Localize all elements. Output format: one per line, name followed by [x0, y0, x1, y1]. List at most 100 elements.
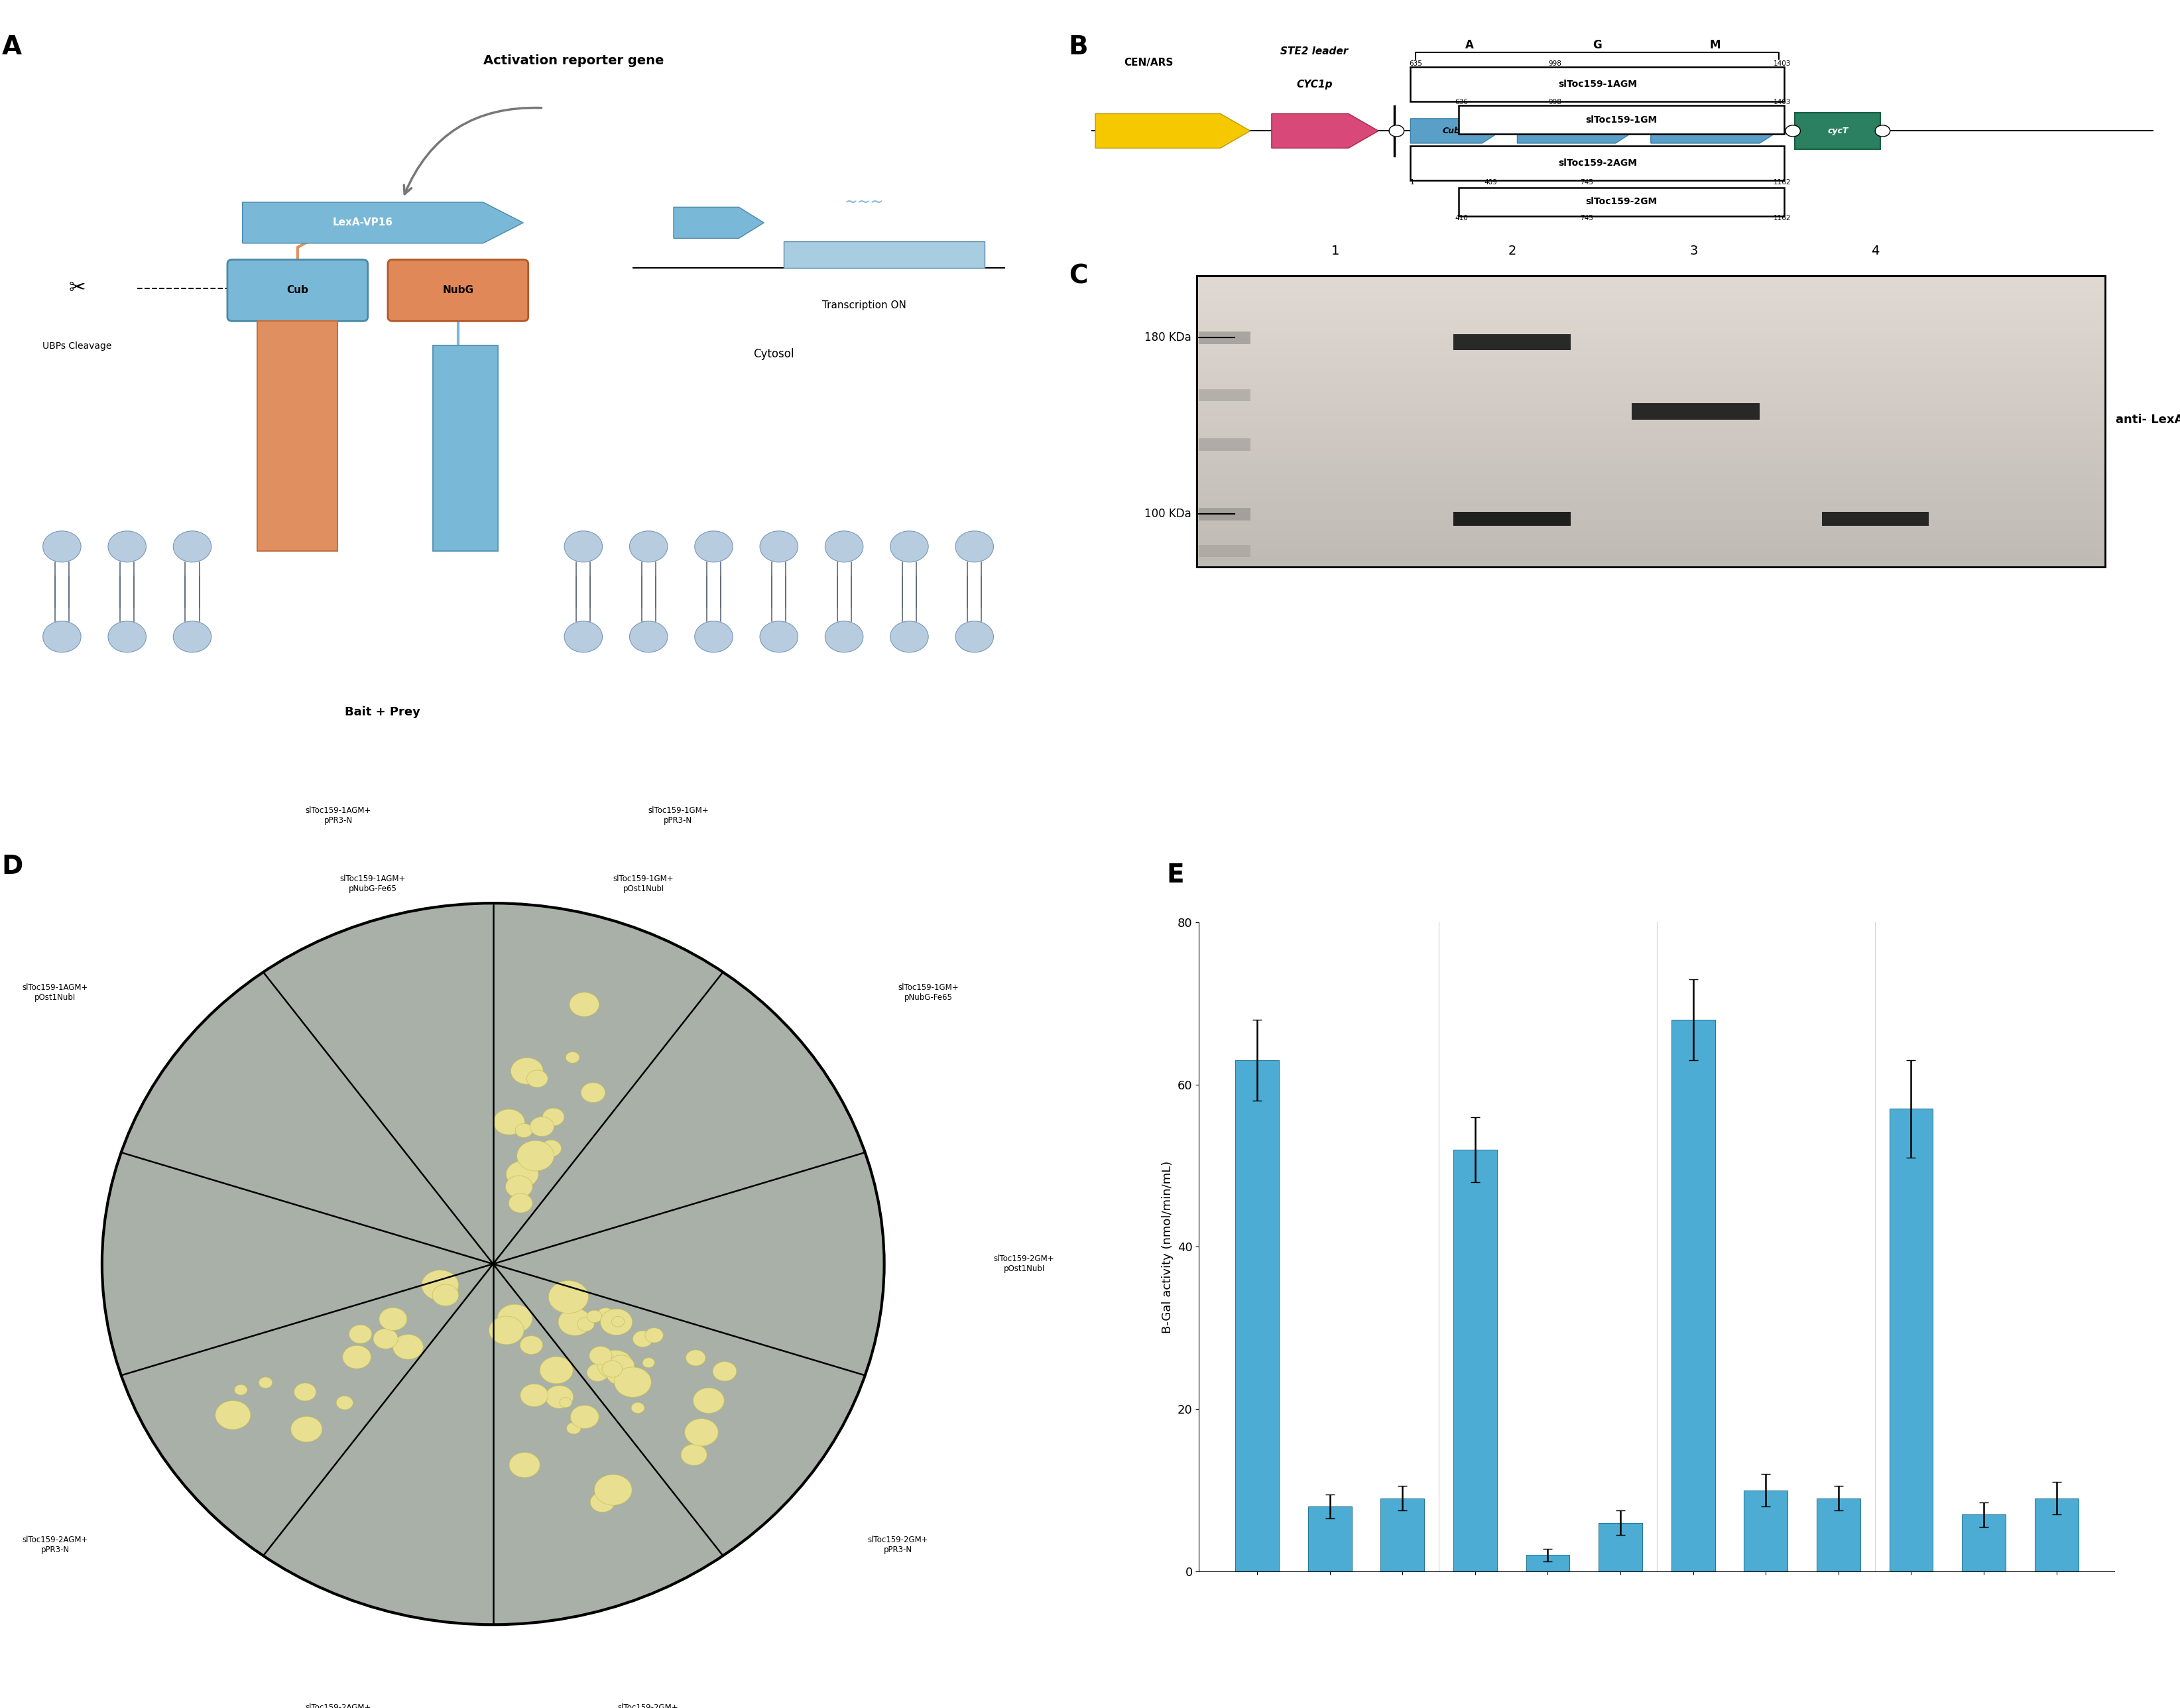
Circle shape	[632, 1331, 652, 1348]
Text: slToc159-2GM: slToc159-2GM	[1585, 196, 1657, 207]
Text: Cytosol: Cytosol	[754, 348, 794, 360]
Text: Cub: Cub	[288, 285, 307, 295]
Bar	[1197, 290, 2104, 294]
Bar	[1197, 306, 2104, 309]
Bar	[1197, 519, 2104, 523]
Circle shape	[517, 1141, 554, 1172]
Circle shape	[761, 622, 798, 652]
Bar	[1197, 528, 2104, 531]
FancyArrow shape	[1410, 118, 1502, 143]
Bar	[1197, 454, 2104, 458]
Bar	[1197, 516, 2104, 519]
Circle shape	[687, 1349, 706, 1366]
Bar	[1458, 106, 1783, 135]
Bar	[1197, 407, 2104, 410]
Bar	[1197, 277, 2104, 567]
Bar	[1197, 313, 2104, 316]
Bar	[1197, 531, 2104, 535]
Text: slToc159-2AGM+
pPR3-N: slToc159-2AGM+ pPR3-N	[22, 1535, 87, 1554]
Circle shape	[342, 1346, 371, 1368]
Bar	[1197, 487, 2104, 490]
Bar	[1197, 294, 2104, 297]
Text: slToc159-1AGM+
pOst1NubI: slToc159-1AGM+ pOst1NubI	[22, 984, 87, 1003]
Text: 410: 410	[1456, 215, 1469, 222]
Circle shape	[632, 1402, 645, 1413]
Bar	[1197, 400, 2104, 403]
Circle shape	[530, 1117, 554, 1136]
Circle shape	[695, 531, 732, 562]
Bar	[1197, 506, 2104, 509]
Bar	[1197, 360, 2104, 364]
Circle shape	[543, 1108, 565, 1126]
Circle shape	[565, 622, 602, 652]
Circle shape	[824, 622, 863, 652]
Bar	[1199, 545, 1249, 557]
Bar	[1197, 374, 2104, 377]
Bar	[1197, 552, 2104, 557]
Circle shape	[824, 531, 863, 562]
Bar	[1197, 348, 2104, 352]
Bar	[1197, 338, 2104, 342]
Text: E: E	[1166, 863, 1184, 888]
FancyArrow shape	[1517, 118, 1635, 143]
Circle shape	[613, 1317, 623, 1327]
Bar	[1197, 444, 2104, 447]
Text: ~~~~: ~~~~	[837, 236, 889, 251]
Circle shape	[580, 1083, 606, 1102]
Circle shape	[373, 1329, 399, 1349]
Circle shape	[528, 1071, 547, 1088]
Circle shape	[495, 1325, 510, 1339]
Text: 180 KDa: 180 KDa	[1144, 331, 1192, 343]
Circle shape	[643, 1358, 654, 1368]
Circle shape	[567, 1052, 580, 1062]
Circle shape	[44, 622, 81, 652]
Bar	[1197, 499, 2104, 502]
Bar	[1197, 535, 2104, 538]
Bar	[1197, 439, 2104, 444]
Bar	[1197, 389, 2104, 393]
Bar	[1197, 422, 2104, 425]
Bar	[1197, 280, 2104, 284]
Bar	[1197, 323, 2104, 326]
Circle shape	[889, 531, 929, 562]
Text: slToc159-1AGM+
pNubG-Fe65: slToc159-1AGM+ pNubG-Fe65	[340, 874, 405, 893]
Text: 4: 4	[1870, 244, 1879, 258]
Circle shape	[595, 1474, 632, 1505]
Bar	[1410, 67, 1783, 101]
Circle shape	[560, 1397, 571, 1407]
Circle shape	[571, 1406, 600, 1428]
Text: C: C	[1068, 263, 1088, 289]
Circle shape	[349, 1325, 373, 1344]
Bar	[1197, 386, 2104, 389]
Ellipse shape	[102, 904, 885, 1624]
Bar	[1197, 326, 2104, 331]
Text: CEN/ARS: CEN/ARS	[1125, 58, 1173, 68]
Circle shape	[259, 1377, 272, 1389]
Circle shape	[955, 531, 994, 562]
Bar	[1197, 393, 2104, 396]
Text: 1: 1	[1332, 244, 1341, 258]
Bar	[1197, 371, 2104, 374]
Text: 3: 3	[1690, 244, 1698, 258]
Bar	[1744, 1489, 1788, 1571]
Circle shape	[558, 1308, 591, 1336]
Circle shape	[235, 1385, 246, 1395]
Bar	[1197, 355, 2104, 360]
Circle shape	[565, 531, 602, 562]
Bar	[1197, 316, 2104, 319]
Text: slToc159-2AGM+
pOst1NubI: slToc159-2AGM+ pOst1NubI	[305, 1703, 371, 1708]
Circle shape	[589, 1346, 613, 1365]
Bar	[1454, 512, 1570, 526]
Bar	[1197, 465, 2104, 468]
Bar	[2034, 1498, 2078, 1571]
Circle shape	[493, 1108, 525, 1134]
Bar	[1197, 490, 2104, 494]
Text: slToc159-1GM+
pNubG-Fe65: slToc159-1GM+ pNubG-Fe65	[898, 984, 959, 1003]
Circle shape	[1875, 125, 1890, 137]
Circle shape	[569, 992, 600, 1016]
Circle shape	[761, 531, 798, 562]
Text: 409: 409	[1485, 179, 1498, 186]
Y-axis label: B-Gal activity (nmol/min/mL): B-Gal activity (nmol/min/mL)	[1162, 1160, 1173, 1334]
Text: Bait + Prey: Bait + Prey	[344, 707, 421, 719]
Circle shape	[597, 1308, 615, 1322]
